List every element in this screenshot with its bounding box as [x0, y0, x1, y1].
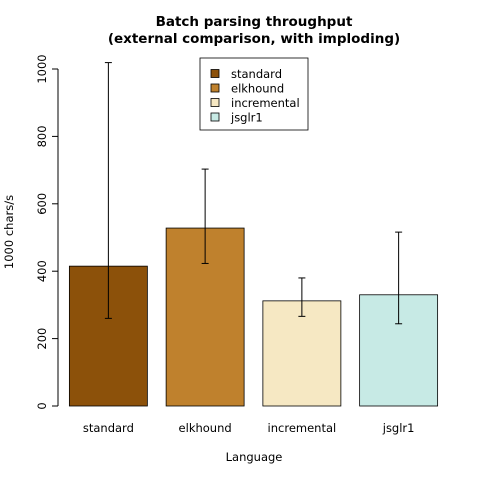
x-tick-label: incremental: [268, 421, 337, 435]
y-tick-label: 200: [35, 328, 49, 350]
y-tick-label: 0: [35, 402, 49, 409]
bar-incremental: [262, 300, 342, 407]
x-tick-label: elkhound: [179, 421, 232, 435]
y-tick-label: 400: [35, 260, 49, 282]
legend-swatch-standard: [210, 69, 220, 78]
x-tick-labels: standard elkhound incremental jsglr1: [83, 421, 415, 435]
y-axis-label: 1000 chars/s: [2, 195, 16, 269]
chart-title: Batch parsing throughput: [156, 14, 353, 30]
x-axis-label: Language: [226, 450, 283, 464]
y-axis: 0 200 400 600 800 1000: [35, 54, 59, 410]
chart-subtitle: (external comparison, with imploding): [108, 31, 400, 47]
legend-label-elkhound: elkhound: [231, 82, 284, 96]
y-tick-label: 800: [35, 125, 49, 147]
legend-label-incremental: incremental: [231, 96, 300, 110]
bars: [68, 227, 439, 407]
x-tick-label: jsglr1: [382, 421, 415, 435]
legend-swatch-elkhound: [210, 83, 220, 93]
y-tick-label: 1000: [35, 54, 49, 83]
legend-swatch-incremental: [210, 98, 220, 107]
legend-label-standard: standard: [231, 67, 282, 81]
legend-label-jsglr1: jsglr1: [230, 111, 263, 125]
y-tick-label: 600: [35, 193, 49, 215]
legend-swatch-jsglr1: [210, 112, 220, 122]
x-tick-label: standard: [83, 421, 134, 435]
error-bars: [104, 62, 403, 325]
